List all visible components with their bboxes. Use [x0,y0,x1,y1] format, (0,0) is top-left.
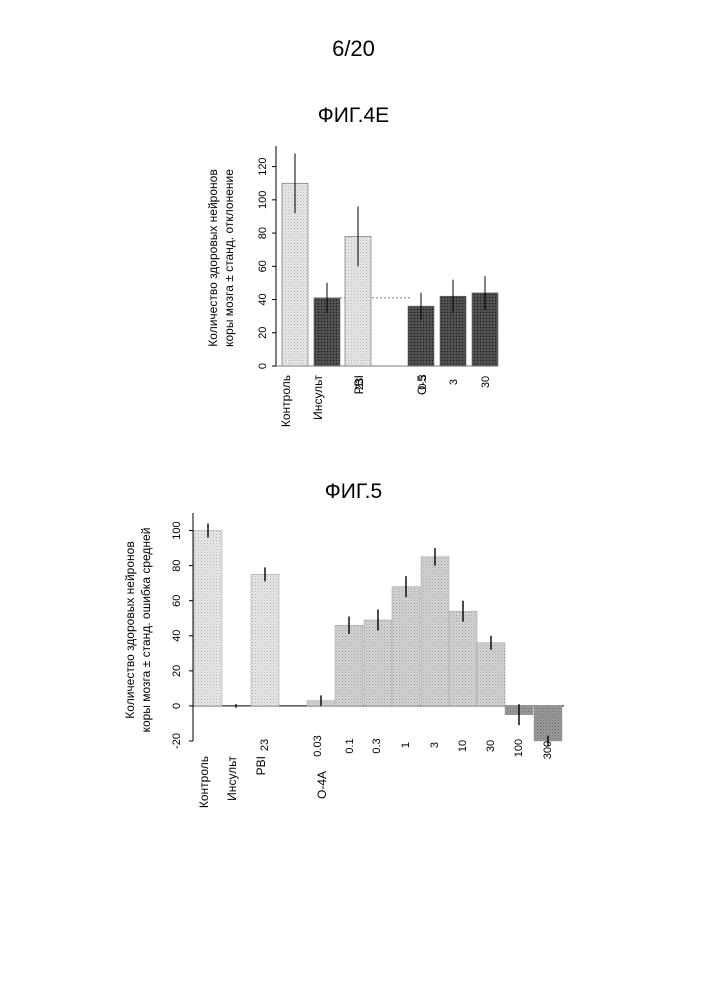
y-tick-label: 40 [171,630,183,642]
dose-label: 0.1 [344,738,356,753]
dose-label: 30 [485,740,497,752]
y-axis-label-line1: Количество здоровых нейронов [123,541,137,718]
dose-label: 0.03 [312,735,324,756]
dose-label: 3 [448,379,460,385]
category-label: Инсульт [311,375,325,420]
category-label: Контроль [197,756,211,808]
dose-label: 30 [480,376,492,388]
y-tick-label: 60 [171,595,183,607]
y-tick-label: -20 [171,733,183,749]
y-axis-label-line2: коры мозга ± станд. отклонение [222,169,236,347]
dose-label: 300 [542,741,554,759]
bar [392,587,420,706]
y-tick-label: 20 [171,665,183,677]
category-label: Контроль [279,375,293,427]
category-label: О-4А [315,771,329,799]
y-tick-label: 120 [257,157,269,175]
y-tick-label: 20 [257,327,269,339]
y-tick-label: 100 [171,521,183,539]
bar [251,574,279,706]
y-tick-label: 0 [257,363,269,369]
y-tick-label: 80 [171,559,183,571]
y-axis-label-line2: коры мозга ± станд. ошибка средней [139,528,153,733]
y-axis-label-line1: Количество здоровых нейронов [206,169,220,346]
category-label: PBI [254,756,268,775]
dose-label: 3 [429,742,441,748]
dose-label: 1 [400,742,412,748]
y-tick-label: 80 [257,227,269,239]
dose-label: 23 [354,378,366,390]
y-tick-label: 40 [257,293,269,305]
bar [364,620,392,706]
y-tick-label: 60 [257,260,269,272]
y-tick-label: 0 [171,703,183,709]
bar [421,557,449,706]
bar [194,531,222,706]
bar [477,643,505,706]
dose-label: 100 [513,739,525,757]
bar [449,611,477,706]
dose-label: 10 [457,740,469,752]
dose-label: 0.3 [371,738,383,753]
category-label: Инсульт [225,756,239,801]
y-tick-label: 100 [257,191,269,209]
dose-label: 23 [259,739,271,751]
bar [335,625,363,706]
dose-label: 0.3 [417,374,429,389]
